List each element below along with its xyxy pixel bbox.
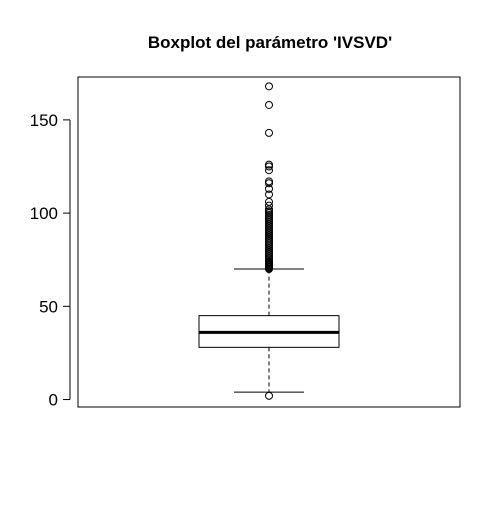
outlier-point	[265, 190, 273, 199]
box-group	[198, 268, 340, 393]
outlier-point	[265, 177, 273, 186]
outlier-point	[265, 201, 273, 210]
outlier-point	[265, 391, 273, 400]
y-tick-label-100: 100	[30, 204, 58, 223]
outlier-point	[265, 160, 273, 169]
outlier-point	[265, 100, 273, 109]
y-tick-label-0: 0	[49, 391, 58, 410]
outlier-point	[265, 166, 273, 175]
y-tick-label-50: 50	[39, 297, 58, 316]
plot-frame	[77, 76, 461, 408]
y-axis: 0 50 100 150	[30, 111, 71, 410]
outlier-point	[265, 128, 273, 137]
outlier-group	[265, 82, 273, 400]
chart-title: Boxplot del parámetro 'IVSVD'	[148, 33, 392, 52]
y-tick-label-150: 150	[30, 111, 58, 130]
outlier-point	[265, 82, 273, 91]
